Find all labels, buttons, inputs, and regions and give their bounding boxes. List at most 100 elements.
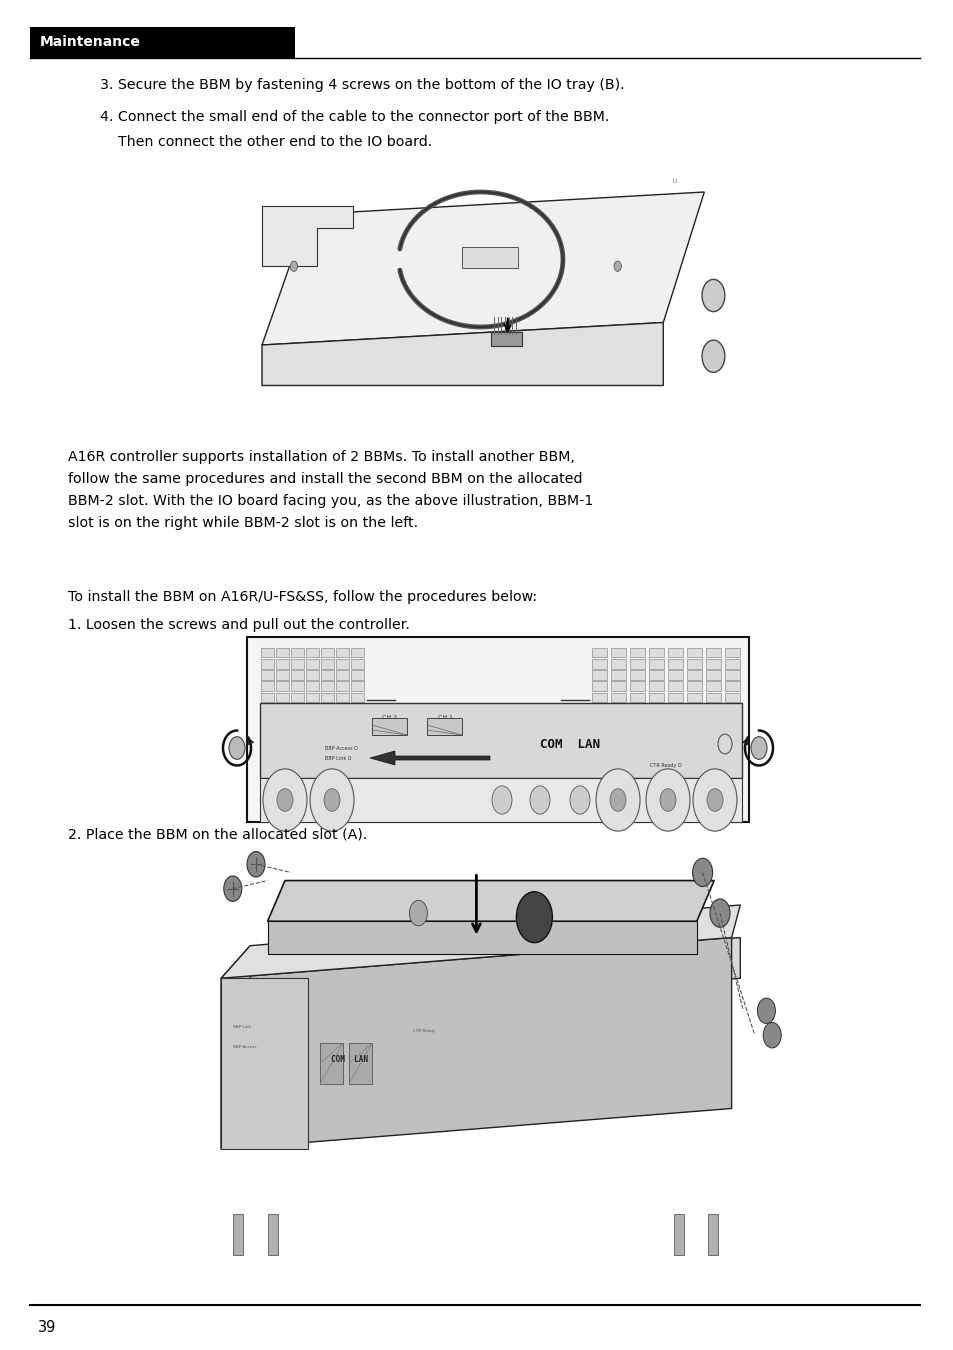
FancyBboxPatch shape: [306, 659, 318, 668]
Text: 4. Connect the small end of the cable to the connector port of the BBM.: 4. Connect the small end of the cable to…: [100, 109, 609, 124]
Text: Then connect the other end to the IO board.: Then connect the other end to the IO boa…: [118, 135, 432, 148]
FancyBboxPatch shape: [723, 682, 740, 691]
Text: BBP Link O: BBP Link O: [325, 756, 351, 760]
Text: U: U: [672, 180, 676, 184]
FancyBboxPatch shape: [319, 1044, 343, 1084]
FancyBboxPatch shape: [335, 693, 349, 702]
FancyBboxPatch shape: [321, 671, 334, 679]
Circle shape: [492, 786, 512, 814]
FancyBboxPatch shape: [629, 659, 645, 668]
FancyBboxPatch shape: [260, 778, 741, 822]
Text: BBM-2 slot. With the IO board facing you, as the above illustration, BBM-1: BBM-2 slot. With the IO board facing you…: [68, 494, 593, 508]
Circle shape: [310, 769, 354, 832]
FancyBboxPatch shape: [335, 671, 349, 679]
Circle shape: [516, 892, 552, 942]
FancyBboxPatch shape: [321, 682, 334, 691]
FancyBboxPatch shape: [629, 693, 645, 702]
FancyBboxPatch shape: [629, 682, 645, 691]
FancyBboxPatch shape: [306, 682, 318, 691]
FancyBboxPatch shape: [261, 671, 274, 679]
Circle shape: [229, 737, 245, 759]
FancyBboxPatch shape: [260, 703, 741, 778]
FancyBboxPatch shape: [686, 659, 701, 668]
FancyBboxPatch shape: [705, 671, 720, 679]
Polygon shape: [221, 904, 740, 979]
FancyBboxPatch shape: [321, 659, 334, 668]
FancyBboxPatch shape: [648, 693, 664, 702]
FancyBboxPatch shape: [723, 648, 740, 657]
FancyBboxPatch shape: [276, 648, 289, 657]
FancyBboxPatch shape: [629, 648, 645, 657]
FancyBboxPatch shape: [268, 1214, 277, 1256]
Text: CTR Ready: CTR Ready: [412, 1029, 435, 1033]
FancyBboxPatch shape: [30, 27, 294, 58]
FancyBboxPatch shape: [351, 659, 363, 668]
FancyBboxPatch shape: [610, 682, 626, 691]
FancyBboxPatch shape: [667, 671, 682, 679]
Circle shape: [692, 859, 712, 887]
Text: COM  LAN: COM LAN: [539, 738, 599, 752]
FancyBboxPatch shape: [648, 671, 664, 679]
FancyBboxPatch shape: [349, 1044, 372, 1084]
Circle shape: [569, 786, 589, 814]
Text: CTR Ready O: CTR Ready O: [649, 763, 680, 768]
FancyBboxPatch shape: [261, 659, 274, 668]
Polygon shape: [268, 880, 714, 921]
Circle shape: [659, 788, 676, 811]
FancyBboxPatch shape: [686, 693, 701, 702]
FancyBboxPatch shape: [591, 659, 607, 668]
Text: BBP Link: BBP Link: [233, 1025, 251, 1029]
FancyBboxPatch shape: [351, 682, 363, 691]
FancyBboxPatch shape: [723, 659, 740, 668]
FancyBboxPatch shape: [705, 693, 720, 702]
Text: COM  LAN: COM LAN: [331, 1056, 368, 1064]
FancyBboxPatch shape: [276, 671, 289, 679]
Polygon shape: [370, 751, 490, 765]
Circle shape: [530, 786, 550, 814]
FancyBboxPatch shape: [705, 682, 720, 691]
Polygon shape: [262, 323, 662, 386]
Text: 1. Loosen the screws and pull out the controller.: 1. Loosen the screws and pull out the co…: [68, 618, 410, 632]
FancyBboxPatch shape: [351, 693, 363, 702]
Circle shape: [762, 1022, 781, 1048]
FancyBboxPatch shape: [686, 671, 701, 679]
FancyBboxPatch shape: [491, 332, 522, 347]
FancyBboxPatch shape: [591, 682, 607, 691]
FancyBboxPatch shape: [321, 648, 334, 657]
FancyBboxPatch shape: [262, 165, 718, 390]
Polygon shape: [221, 946, 250, 1149]
Circle shape: [706, 788, 722, 811]
Polygon shape: [221, 937, 731, 1149]
FancyBboxPatch shape: [723, 693, 740, 702]
FancyBboxPatch shape: [233, 1214, 243, 1256]
FancyBboxPatch shape: [261, 648, 274, 657]
FancyBboxPatch shape: [351, 648, 363, 657]
Circle shape: [276, 788, 293, 811]
FancyBboxPatch shape: [591, 648, 607, 657]
FancyBboxPatch shape: [705, 648, 720, 657]
Circle shape: [709, 899, 729, 927]
Circle shape: [609, 788, 625, 811]
Text: Maintenance: Maintenance: [39, 35, 140, 50]
FancyBboxPatch shape: [667, 682, 682, 691]
Text: BBP Access: BBP Access: [233, 1045, 256, 1049]
FancyBboxPatch shape: [291, 682, 303, 691]
Text: 2. Place the BBM on the allocated slot (A).: 2. Place the BBM on the allocated slot (…: [68, 828, 367, 842]
FancyBboxPatch shape: [610, 671, 626, 679]
Polygon shape: [262, 192, 703, 346]
FancyBboxPatch shape: [351, 671, 363, 679]
Circle shape: [614, 261, 620, 271]
FancyBboxPatch shape: [261, 693, 274, 702]
FancyBboxPatch shape: [335, 648, 349, 657]
FancyBboxPatch shape: [591, 671, 607, 679]
FancyBboxPatch shape: [686, 648, 701, 657]
FancyBboxPatch shape: [667, 648, 682, 657]
Circle shape: [409, 900, 427, 926]
Text: follow the same procedures and install the second BBM on the allocated: follow the same procedures and install t…: [68, 472, 582, 486]
FancyBboxPatch shape: [723, 671, 740, 679]
Circle shape: [701, 279, 724, 312]
FancyBboxPatch shape: [306, 671, 318, 679]
FancyBboxPatch shape: [291, 693, 303, 702]
Polygon shape: [268, 921, 696, 954]
FancyBboxPatch shape: [335, 659, 349, 668]
